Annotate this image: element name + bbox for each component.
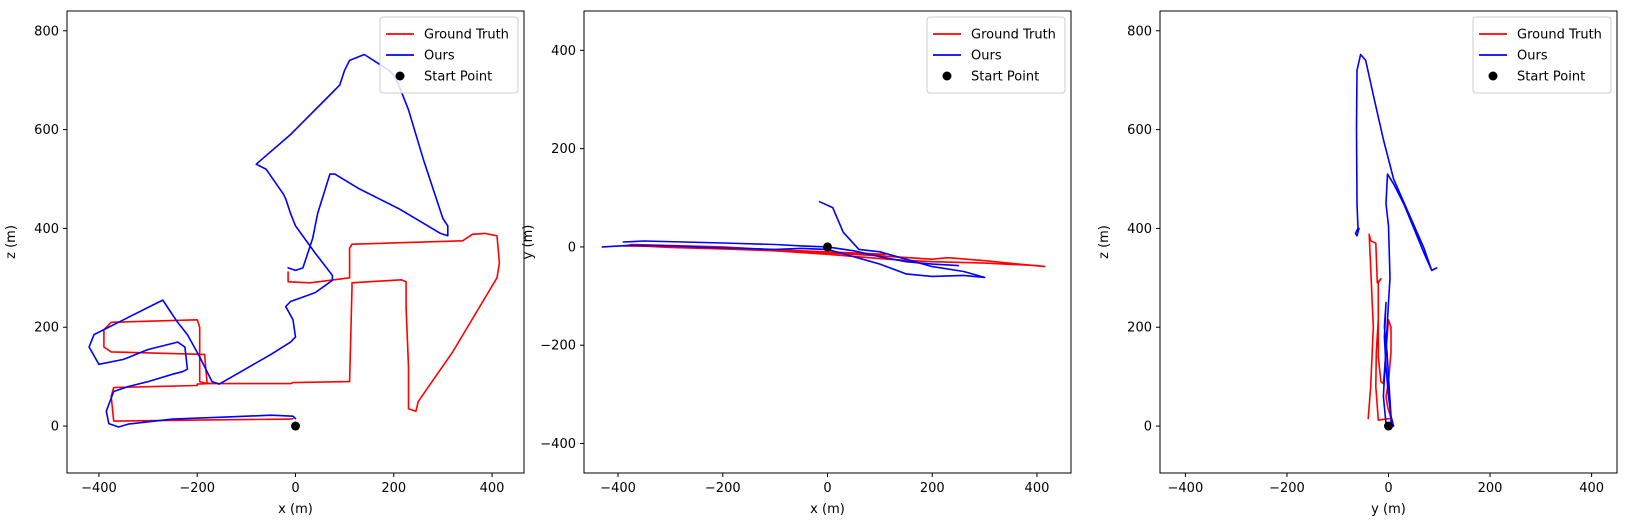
legend-start-point-swatch <box>395 71 405 81</box>
legend-box <box>1472 16 1612 94</box>
legend-start-point-label: Start Point <box>424 70 492 85</box>
y-tick-label: 400 <box>1127 222 1152 237</box>
legend-ground-truth-label: Ground Truth <box>971 28 1056 43</box>
x-tick-label: −400 <box>600 481 636 496</box>
plot-area <box>601 200 1046 279</box>
legend-start-point-swatch <box>1488 71 1498 81</box>
x-tick-label: 0 <box>291 481 299 496</box>
legend-box <box>379 16 519 94</box>
legend-ground-truth-label: Ground Truth <box>424 28 509 43</box>
x-tick-label: −400 <box>81 481 117 496</box>
y-tick-label: 0 <box>568 240 576 255</box>
x-tick-label: 400 <box>1579 481 1604 496</box>
y-axis-label: z (m) <box>4 225 19 259</box>
legend-start-point-label: Start Point <box>971 70 1039 85</box>
y-tick-label: 600 <box>1127 123 1152 138</box>
y-tick-label: 800 <box>1127 24 1152 39</box>
legend: Ground Truth Ours Start Point <box>1472 16 1612 94</box>
y-tick-label: 800 <box>34 24 59 39</box>
plot-frame <box>583 10 1072 474</box>
start-point-marker <box>823 242 832 252</box>
legend: Ground Truth Ours Start Point <box>379 16 519 94</box>
chart-panel-1: −400 −200 0 200 400 0 200 400 600 800 x (m) z (m) Gr… <box>4 10 525 517</box>
ours-line <box>1354 53 1438 427</box>
y-tick-label: 200 <box>551 142 576 157</box>
legend-start-point-swatch <box>942 71 952 81</box>
y-tick-label: 200 <box>1127 321 1152 336</box>
chart-panel-3: −400 −200 0 200 400 0 200 400 600 800 y (m) z (m) Gr… <box>1097 10 1618 517</box>
legend-ours-label: Ours <box>424 49 455 64</box>
ours-line <box>88 53 449 428</box>
x-tick-label: −200 <box>1269 481 1305 496</box>
y-tick-label: 400 <box>551 44 576 59</box>
plot-frame <box>1159 10 1618 474</box>
legend-start-point-label: Start Point <box>1517 70 1585 85</box>
x-tick-label: 200 <box>381 481 406 496</box>
y-tick-label: 200 <box>34 321 59 336</box>
x-tick-label: 200 <box>1478 481 1503 496</box>
start-point-marker <box>291 421 300 431</box>
y-tick-label: 600 <box>34 123 59 138</box>
legend: Ground Truth Ours Start Point <box>926 16 1066 94</box>
plot-frame <box>66 10 525 474</box>
ours-line <box>601 200 986 279</box>
y-axis-label: y (m) <box>521 225 536 260</box>
y-tick-label: −400 <box>540 437 576 452</box>
legend-ours-label: Ours <box>1517 49 1548 64</box>
ground-truth-line <box>103 232 501 422</box>
x-tick-label: −200 <box>705 481 741 496</box>
x-axis-label: x (m) <box>810 502 845 517</box>
x-tick-label: −400 <box>1168 481 1204 496</box>
start-point-marker <box>1384 421 1393 431</box>
x-axis-label: x (m) <box>278 502 313 517</box>
y-tick-label: 400 <box>34 222 59 237</box>
y-tick-label: 0 <box>51 420 59 435</box>
chart-panel-2: −400 −200 0 200 400 −400 −200 0 200 400 x (m) y (m)… <box>521 10 1072 517</box>
x-tick-label: −200 <box>179 481 215 496</box>
x-tick-label: 0 <box>1384 481 1392 496</box>
legend-ours-label: Ours <box>971 49 1002 64</box>
plot-area <box>88 53 501 431</box>
x-axis-label: y (m) <box>1371 502 1406 517</box>
y-tick-label: −200 <box>540 339 576 354</box>
x-tick-label: 400 <box>480 481 505 496</box>
x-tick-label: 0 <box>823 481 831 496</box>
legend-box <box>926 16 1066 94</box>
legend-ground-truth-label: Ground Truth <box>1517 28 1602 43</box>
x-tick-label: 400 <box>1025 481 1050 496</box>
y-tick-label: 0 <box>1144 420 1152 435</box>
y-axis-label: z (m) <box>1097 225 1112 259</box>
plot-area <box>1354 53 1438 431</box>
x-tick-label: 200 <box>920 481 945 496</box>
